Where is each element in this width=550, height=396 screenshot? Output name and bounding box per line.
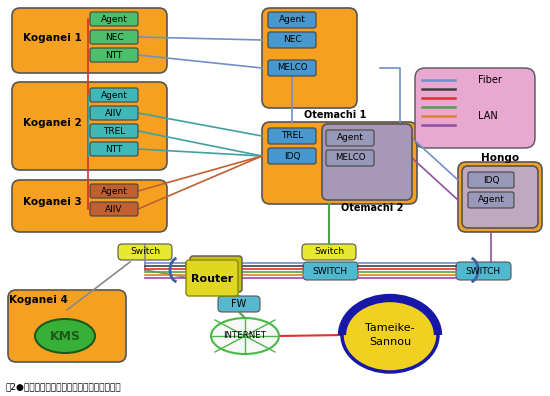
FancyBboxPatch shape: [90, 30, 138, 44]
Text: Router: Router: [191, 274, 233, 284]
Text: 図2●量子鍵配送装置の配置と使用プロトコル: 図2●量子鍵配送装置の配置と使用プロトコル: [5, 382, 120, 391]
FancyBboxPatch shape: [268, 148, 316, 164]
FancyBboxPatch shape: [456, 262, 511, 280]
FancyBboxPatch shape: [90, 184, 138, 198]
Text: SWITCH: SWITCH: [312, 267, 348, 276]
FancyBboxPatch shape: [186, 260, 238, 296]
Text: Agent: Agent: [101, 15, 128, 23]
Text: Agent: Agent: [278, 15, 305, 25]
Text: Koganei 3: Koganei 3: [23, 197, 81, 207]
Text: NEC: NEC: [104, 32, 123, 42]
Text: Tameike-: Tameike-: [365, 323, 415, 333]
Text: TREL: TREL: [281, 131, 303, 141]
Text: IDQ: IDQ: [483, 175, 499, 185]
FancyBboxPatch shape: [90, 142, 138, 156]
Text: AllV: AllV: [105, 204, 123, 213]
FancyBboxPatch shape: [326, 130, 374, 146]
Text: NTT: NTT: [105, 145, 123, 154]
Text: Koganei 2: Koganei 2: [23, 118, 81, 128]
FancyBboxPatch shape: [468, 172, 514, 188]
Text: MELCO: MELCO: [277, 63, 307, 72]
Text: MELCO: MELCO: [335, 154, 365, 162]
Ellipse shape: [211, 318, 279, 354]
Text: NEC: NEC: [283, 36, 301, 44]
Text: IDQ: IDQ: [284, 152, 300, 160]
FancyBboxPatch shape: [468, 192, 514, 208]
FancyBboxPatch shape: [458, 162, 542, 232]
Text: Koganei 1: Koganei 1: [23, 33, 81, 43]
FancyBboxPatch shape: [90, 124, 138, 138]
Text: FW: FW: [232, 299, 246, 309]
Text: Agent: Agent: [477, 196, 504, 204]
Text: Agent: Agent: [337, 133, 364, 143]
Text: Hongo: Hongo: [481, 153, 519, 163]
Text: KMS: KMS: [50, 329, 80, 343]
Text: SWITCH: SWITCH: [465, 267, 501, 276]
Text: LAN: LAN: [478, 111, 498, 121]
Text: Switch: Switch: [314, 248, 344, 257]
Text: Otemachi 2: Otemachi 2: [341, 203, 403, 213]
FancyBboxPatch shape: [190, 256, 242, 292]
FancyBboxPatch shape: [268, 60, 316, 76]
FancyBboxPatch shape: [90, 48, 138, 62]
FancyBboxPatch shape: [90, 12, 138, 26]
FancyBboxPatch shape: [90, 88, 138, 102]
Text: Otemachi 1: Otemachi 1: [304, 110, 366, 120]
Text: AllV: AllV: [105, 109, 123, 118]
FancyBboxPatch shape: [322, 124, 412, 200]
FancyBboxPatch shape: [302, 244, 356, 260]
Text: Switch: Switch: [130, 248, 160, 257]
FancyBboxPatch shape: [268, 12, 316, 28]
Ellipse shape: [342, 298, 438, 372]
Text: Agent: Agent: [101, 91, 128, 99]
FancyBboxPatch shape: [218, 296, 260, 312]
FancyBboxPatch shape: [462, 166, 538, 228]
FancyBboxPatch shape: [90, 202, 138, 216]
FancyBboxPatch shape: [90, 106, 138, 120]
FancyBboxPatch shape: [12, 8, 167, 73]
FancyBboxPatch shape: [12, 180, 167, 232]
FancyBboxPatch shape: [118, 244, 172, 260]
Text: TREL: TREL: [103, 126, 125, 135]
Text: Fiber: Fiber: [478, 75, 502, 85]
FancyBboxPatch shape: [262, 8, 357, 108]
Text: NTT: NTT: [105, 51, 123, 59]
FancyBboxPatch shape: [415, 68, 535, 148]
FancyBboxPatch shape: [262, 122, 417, 204]
FancyBboxPatch shape: [8, 290, 126, 362]
FancyBboxPatch shape: [268, 128, 316, 144]
FancyBboxPatch shape: [326, 150, 374, 166]
Text: INTERNET: INTERNET: [223, 331, 267, 341]
Text: Sannou: Sannou: [369, 337, 411, 347]
Ellipse shape: [35, 319, 95, 353]
Text: Koganei 4: Koganei 4: [9, 295, 68, 305]
FancyBboxPatch shape: [12, 82, 167, 170]
Text: Agent: Agent: [101, 187, 128, 196]
FancyBboxPatch shape: [303, 262, 358, 280]
FancyBboxPatch shape: [268, 32, 316, 48]
